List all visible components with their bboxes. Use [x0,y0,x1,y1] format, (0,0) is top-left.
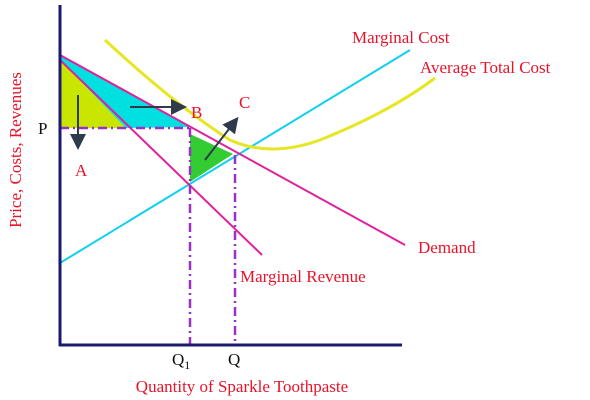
point-a: A [75,161,88,180]
q1-label: Q1 [172,350,190,372]
demand-label: Demand [418,238,476,257]
green-region [190,134,233,182]
mr-label: Marginal Revenue [240,267,366,286]
point-c: C [239,93,250,112]
marginal-revenue-line [59,59,263,256]
mc-label: Marginal Cost [352,28,450,47]
q-label: Q [228,350,240,369]
y-axis-title: Price, Costs, Revenues [6,72,25,228]
q1-letter: Q [172,350,184,369]
atc-curve [103,38,436,151]
point-p: P [38,119,47,138]
arrow-c [204,116,239,161]
demand-line [59,54,406,246]
point-b: B [191,103,202,122]
x-axis-title: Quantity of Sparkle Toothpaste [136,377,348,396]
q1-sub: 1 [184,358,190,372]
atc-label: Average Total Cost [420,58,551,77]
